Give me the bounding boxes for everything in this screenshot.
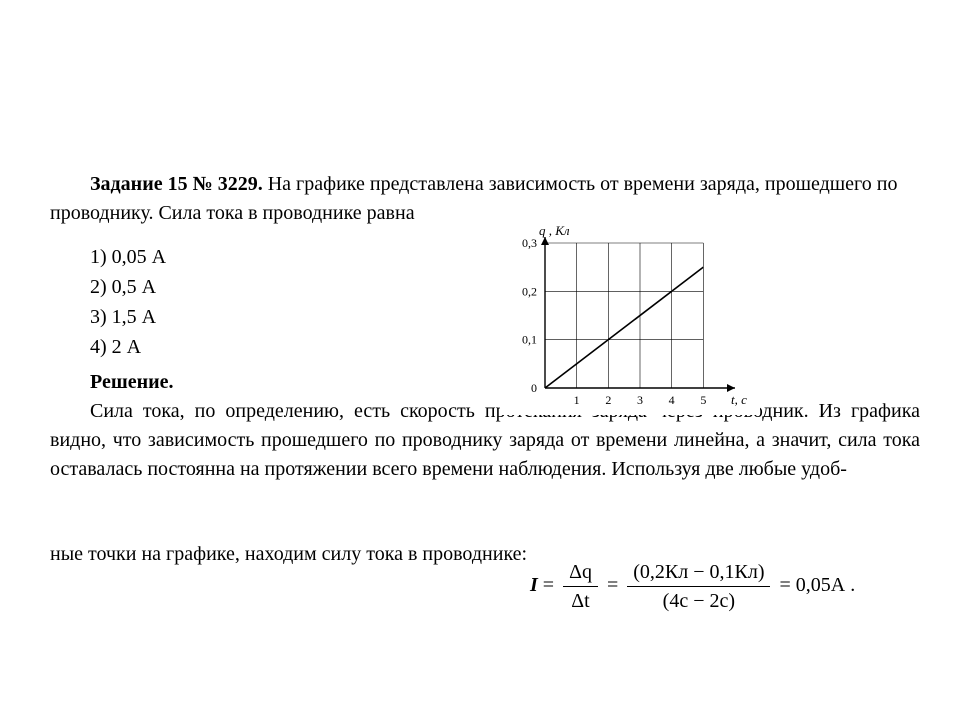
svg-text:0,1: 0,1 <box>522 333 537 347</box>
svg-text:t, с: t, с <box>731 392 747 407</box>
formula-period: . <box>850 574 855 596</box>
svg-text:1: 1 <box>574 393 580 407</box>
chart: 1 2 3 4 5 0 0,1 0,2 0,3q , Кл t, с <box>500 225 760 415</box>
formula-frac2: (0,2Кл − 0,1Кл) (4с − 2с) <box>627 560 770 613</box>
page: Задание 15 № 3229. На графике представле… <box>0 0 960 720</box>
svg-text:0,2: 0,2 <box>522 284 537 298</box>
formula-num2: (0,2Кл − 0,1Кл) <box>627 560 770 587</box>
formula-dq: Δq <box>563 560 598 587</box>
solution-p2: ные точки на графике, находим силу тока … <box>50 543 527 565</box>
task-label: Задание 15 № 3229. <box>90 173 263 195</box>
formula-I: I <box>530 574 538 596</box>
task-paragraph: Задание 15 № 3229. На графике представле… <box>50 170 920 199</box>
solution-heading: Решение. <box>50 368 920 397</box>
svg-text:q , Кл: q , Кл <box>539 225 570 238</box>
formula-spacer <box>50 484 920 540</box>
formula-frac1: Δq Δt <box>563 560 598 613</box>
solution-p1: Сила тока, по определению, есть скорость… <box>50 397 920 484</box>
formula-dt: Δt <box>563 587 598 613</box>
formula-rhs: = 0,05А <box>779 574 845 596</box>
formula-eq1: = <box>543 574 559 596</box>
svg-text:2: 2 <box>605 393 611 407</box>
formula-den2: (4с − 2с) <box>627 587 770 613</box>
svg-text:0: 0 <box>531 381 537 395</box>
formula: I = Δq Δt = (0,2Кл − 0,1Кл) (4с − 2с) = … <box>530 560 855 613</box>
chart-svg: 1 2 3 4 5 0 0,1 0,2 0,3q , Кл t, с <box>500 225 760 415</box>
task-prompt-1: На графике представлена зависимость от в… <box>263 173 898 195</box>
svg-text:3: 3 <box>637 393 643 407</box>
formula-eq2: = <box>607 574 623 596</box>
svg-text:4: 4 <box>669 393 675 407</box>
content-block: Задание 15 № 3229. На графике представле… <box>50 170 920 569</box>
task-prompt-2: проводнику. Сила тока в проводнике равна <box>50 199 920 228</box>
svg-text:0,3: 0,3 <box>522 236 537 250</box>
svg-text:5: 5 <box>700 393 706 407</box>
